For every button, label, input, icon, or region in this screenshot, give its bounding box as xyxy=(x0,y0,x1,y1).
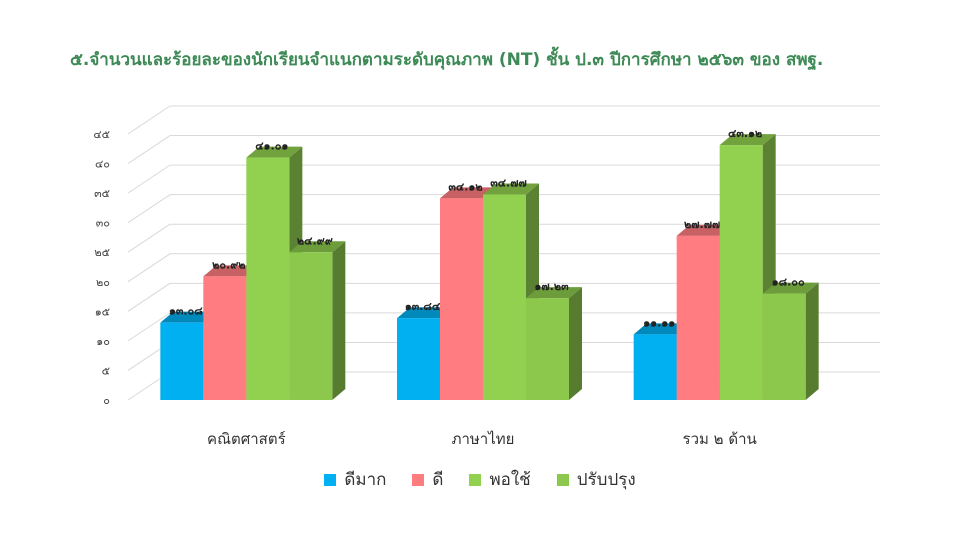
data-label: ๓๔.๑๒ xyxy=(448,180,482,193)
data-label: ๑๗.๒๓ xyxy=(534,280,569,293)
legend-swatch xyxy=(412,473,425,486)
gridline-depth xyxy=(127,223,171,253)
bar-top xyxy=(526,287,582,299)
data-label: ๒๔.๙๙ xyxy=(297,234,333,247)
legend-label: ปรับปรุง xyxy=(576,470,636,490)
bar-top xyxy=(676,224,733,236)
chart-title: ๕.จำนวนและร้อยละของนักเรียนจำแนกตามระดับ… xyxy=(70,50,824,70)
y-tick-label: ๑๕ xyxy=(95,305,110,318)
legend-label: ดีมาก xyxy=(344,470,387,490)
gridline-depth xyxy=(127,105,171,135)
y-tick-label: ๒๐ xyxy=(96,276,110,289)
bar-top xyxy=(160,311,217,323)
y-tick-label: ๐ xyxy=(103,394,110,407)
x-tick-label: คณิตศาสตร์ xyxy=(207,430,286,448)
bar-top xyxy=(397,307,453,319)
gridline-depth xyxy=(127,135,171,164)
data-label: ๔๓.๑๒ xyxy=(728,127,762,140)
bar xyxy=(526,298,569,400)
bar-top xyxy=(719,134,776,146)
gridline-depth xyxy=(127,164,171,194)
y-tick-label: ๓๕ xyxy=(94,187,110,200)
data-label: ๑๓.๐๘ xyxy=(169,305,203,318)
bar xyxy=(289,252,333,400)
gridline-depth xyxy=(127,312,171,342)
bar xyxy=(246,157,290,400)
bar-top xyxy=(633,323,690,335)
data-label: ๒๐.๙๒ xyxy=(212,258,245,271)
bar-top xyxy=(289,241,346,253)
legend-label: พอใช้ xyxy=(489,470,531,490)
bar-top xyxy=(246,146,303,158)
y-tick-label: ๒๕ xyxy=(94,246,110,259)
bar xyxy=(440,198,483,400)
y-tick-label: ๔๐ xyxy=(95,158,110,171)
bar xyxy=(203,276,247,400)
bar-top xyxy=(483,183,539,195)
legend-item: พอใช้ xyxy=(469,466,531,493)
y-tick-label: ๓๐ xyxy=(96,217,110,230)
data-label: ๒๗.๗๗ xyxy=(684,218,720,231)
legend-swatch xyxy=(469,473,482,486)
legend-swatch xyxy=(324,473,337,486)
y-tick-label: ๔๕ xyxy=(93,128,110,141)
legend-item: ดีมาก xyxy=(324,466,386,493)
data-label: ๑๘.๐๐ xyxy=(772,276,805,289)
x-tick-label: ภาษาไทย xyxy=(452,430,515,448)
gridline-depth xyxy=(127,194,171,224)
bar xyxy=(719,145,763,400)
legend-item: ดี xyxy=(412,466,443,493)
bar-side xyxy=(332,241,346,400)
bar-top xyxy=(762,282,819,294)
bar xyxy=(397,318,440,400)
data-label: ๓๔.๗๗ xyxy=(490,176,527,189)
bar-top xyxy=(440,187,496,199)
bar xyxy=(160,322,204,400)
bar xyxy=(762,293,806,400)
data-label: ๔๑.๐๑ xyxy=(255,140,288,153)
gridline-depth xyxy=(127,253,171,283)
bar-side xyxy=(805,282,819,400)
bar xyxy=(676,235,720,400)
bar-side xyxy=(569,287,582,400)
data-label: ๑๓.๘๔ xyxy=(405,300,441,313)
legend: ดีมาก ดี พอใช้ ปรับปรุง xyxy=(0,466,960,493)
gridline-depth xyxy=(127,282,171,312)
x-tick-label: รวม ๒ ด้าน xyxy=(683,430,757,448)
y-tick-label: ๕ xyxy=(102,364,110,377)
data-label: ๑๑.๑๑ xyxy=(643,316,675,329)
legend-swatch xyxy=(556,473,569,486)
bar xyxy=(483,194,526,400)
legend-item: ปรับปรุง xyxy=(556,466,636,493)
y-tick-label: ๑๐ xyxy=(96,335,110,348)
bar-top xyxy=(203,265,260,277)
bar xyxy=(633,334,677,400)
legend-label: ดี xyxy=(432,470,444,490)
